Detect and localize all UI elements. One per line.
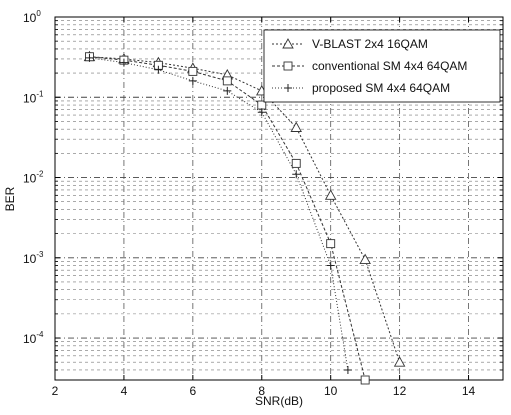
data-point [188,76,197,85]
x-tick-label: 10 [324,384,338,398]
data-point [360,375,370,385]
data-point [290,121,302,132]
data-point [359,253,371,265]
axes: 2 4 6 8 10 12 14 100 10-1 10-2 10-3 10-4 [23,9,503,398]
x-tick-label: 14 [462,384,476,398]
x-tick-label: 12 [393,384,407,398]
y-tick-label: 10-1 [23,89,44,105]
data-point [324,189,337,200]
x-tick-label: 6 [190,384,197,398]
y-axis-title: BER [3,186,17,211]
data-point [257,108,266,117]
legend-marker [284,84,292,92]
data-point [223,86,232,95]
legend: V-BLAST 2x4 16QAM conventional SM 4x4 64Q… [263,29,501,103]
series-line [89,57,349,371]
data-point [291,158,301,168]
series-plus [85,53,352,374]
data-point [393,356,406,367]
y-tick-label: 10-2 [23,170,44,186]
data-point [292,170,301,179]
data-point [326,239,336,249]
x-tick-label: 4 [121,384,128,398]
data-point [154,65,163,74]
x-axis-title: SNR(dB) [255,394,303,408]
legend-label: conventional SM 4x4 64QAM [312,59,467,73]
legend-marker [283,61,293,71]
data-point [119,58,128,67]
y-tick-label: 100 [23,9,41,25]
y-tick-label: 10-3 [23,250,44,266]
legend-label: proposed SM 4x4 64QAM [312,81,450,95]
data-point [222,76,232,86]
data-point [85,53,94,62]
legend-label: V-BLAST 2x4 16QAM [312,37,428,51]
x-tick-label: 2 [52,384,59,398]
data-point [326,261,335,270]
data-point [188,66,198,76]
legend-marker [282,38,294,49]
y-tick-label: 10-4 [23,330,44,346]
data-point [343,365,352,374]
x-tick-label: 8 [258,384,265,398]
